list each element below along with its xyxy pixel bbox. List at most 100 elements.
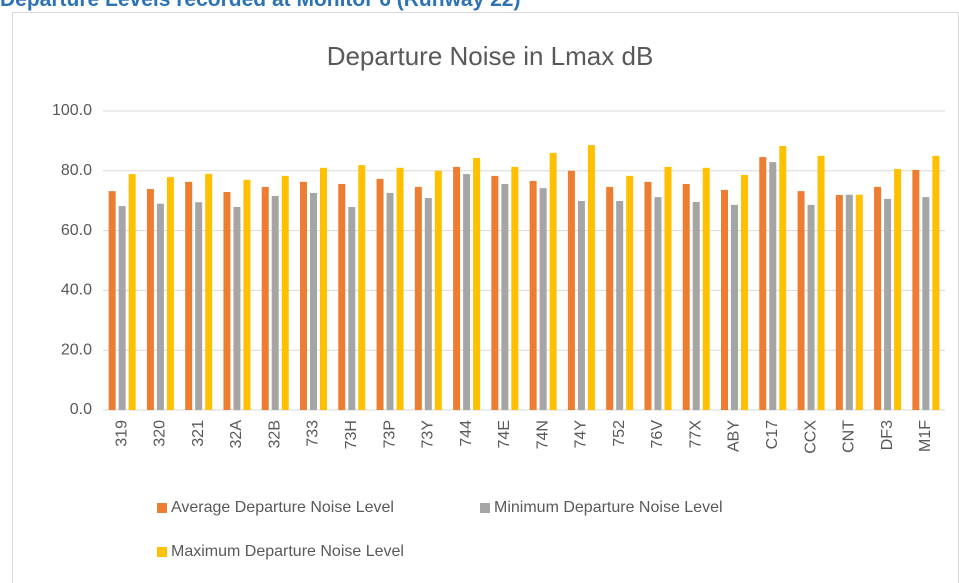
x-tick-label: 32A bbox=[228, 420, 245, 449]
y-tick-label: 80.0 bbox=[61, 162, 92, 179]
bar bbox=[759, 157, 767, 410]
bar bbox=[817, 155, 825, 410]
bar bbox=[414, 186, 422, 410]
x-tick-label: 733 bbox=[305, 420, 322, 447]
bar bbox=[338, 183, 346, 410]
bar bbox=[205, 173, 213, 410]
bar bbox=[894, 169, 902, 410]
y-tick-label: 60.0 bbox=[61, 222, 92, 239]
bar bbox=[463, 174, 471, 410]
bar bbox=[118, 206, 126, 410]
x-tick-label: M1F bbox=[917, 420, 934, 452]
y-tick-label: 100.0 bbox=[52, 102, 92, 119]
bar bbox=[300, 181, 307, 410]
bar bbox=[845, 194, 853, 410]
x-tick-label: 32B bbox=[266, 420, 283, 448]
bar bbox=[271, 195, 279, 410]
page-heading: Departure Levels recorded at Monitor 6 (… bbox=[0, 0, 520, 11]
bar bbox=[587, 145, 595, 410]
bar bbox=[348, 206, 356, 410]
x-tick-label: C17 bbox=[764, 420, 781, 449]
bar bbox=[664, 166, 672, 410]
x-tick-label: 74Y bbox=[573, 420, 590, 449]
x-tick-label: 321 bbox=[190, 420, 207, 447]
bar bbox=[577, 200, 585, 410]
bar bbox=[721, 189, 728, 410]
bar bbox=[156, 203, 164, 410]
bar bbox=[424, 198, 432, 410]
x-tick-label: 320 bbox=[152, 420, 169, 447]
bar bbox=[310, 192, 317, 410]
bar bbox=[396, 167, 404, 410]
x-tick-label: 73Y bbox=[420, 420, 437, 449]
chart-frame bbox=[12, 12, 959, 583]
bar bbox=[779, 145, 787, 410]
x-tick-label: 77X bbox=[687, 420, 704, 449]
bar bbox=[233, 206, 241, 410]
bar bbox=[932, 155, 940, 410]
bar bbox=[185, 181, 193, 410]
bar bbox=[741, 174, 748, 410]
bar bbox=[223, 192, 231, 410]
bar bbox=[855, 194, 863, 410]
x-tick-label: 73P bbox=[381, 420, 398, 448]
chart-title: Departure Noise in Lmax dB bbox=[327, 41, 654, 71]
legend-label: Minimum Departure Noise Level bbox=[494, 499, 723, 516]
x-tick-label: 76V bbox=[649, 420, 666, 449]
bar bbox=[835, 195, 843, 410]
legend-label: Maximum Departure Noise Level bbox=[171, 543, 404, 560]
bar bbox=[491, 175, 499, 410]
bar bbox=[195, 202, 203, 410]
bar bbox=[128, 174, 136, 410]
x-tick-label: ABY bbox=[726, 420, 743, 452]
x-tick-label: 744 bbox=[458, 420, 475, 447]
bar bbox=[146, 189, 154, 410]
bar bbox=[320, 167, 327, 410]
x-tick-label: 752 bbox=[611, 420, 628, 447]
bar bbox=[692, 201, 700, 410]
legend-swatch bbox=[157, 547, 167, 557]
x-tick-label: 74N bbox=[534, 420, 551, 449]
bar bbox=[682, 183, 690, 410]
y-tick-label: 40.0 bbox=[61, 282, 92, 299]
bar bbox=[434, 170, 442, 410]
bar bbox=[501, 183, 509, 410]
bar bbox=[797, 191, 805, 410]
x-tick-label: 74E bbox=[496, 420, 513, 448]
bar bbox=[281, 175, 289, 410]
x-tick-label: 319 bbox=[113, 420, 130, 447]
bar bbox=[166, 177, 174, 410]
x-tick-label: CNT bbox=[841, 420, 858, 453]
legend-label: Average Departure Noise Level bbox=[171, 499, 394, 516]
bar bbox=[874, 186, 882, 410]
bar bbox=[654, 197, 662, 410]
bar bbox=[386, 192, 394, 410]
y-tick-label: 0.0 bbox=[70, 401, 92, 418]
bar bbox=[261, 186, 269, 410]
legend-swatch bbox=[480, 503, 490, 513]
bar bbox=[731, 204, 738, 410]
bar bbox=[644, 181, 652, 410]
x-tick-label: CCX bbox=[802, 420, 819, 454]
bar bbox=[912, 169, 920, 410]
bar bbox=[702, 167, 710, 410]
bar bbox=[626, 175, 634, 410]
bar bbox=[376, 178, 384, 410]
y-tick-label: 20.0 bbox=[61, 341, 92, 358]
bar bbox=[473, 157, 481, 410]
bar bbox=[616, 200, 624, 410]
bar bbox=[567, 170, 575, 410]
x-tick-label: DF3 bbox=[879, 420, 896, 450]
bar bbox=[922, 197, 930, 410]
x-tick-label: 73H bbox=[343, 420, 360, 449]
bar bbox=[769, 162, 777, 410]
bar bbox=[453, 166, 461, 410]
bar bbox=[884, 198, 892, 410]
legend-swatch bbox=[157, 503, 167, 513]
bar bbox=[108, 191, 116, 410]
bar bbox=[511, 166, 519, 410]
bar bbox=[358, 165, 366, 410]
bar bbox=[807, 204, 815, 410]
